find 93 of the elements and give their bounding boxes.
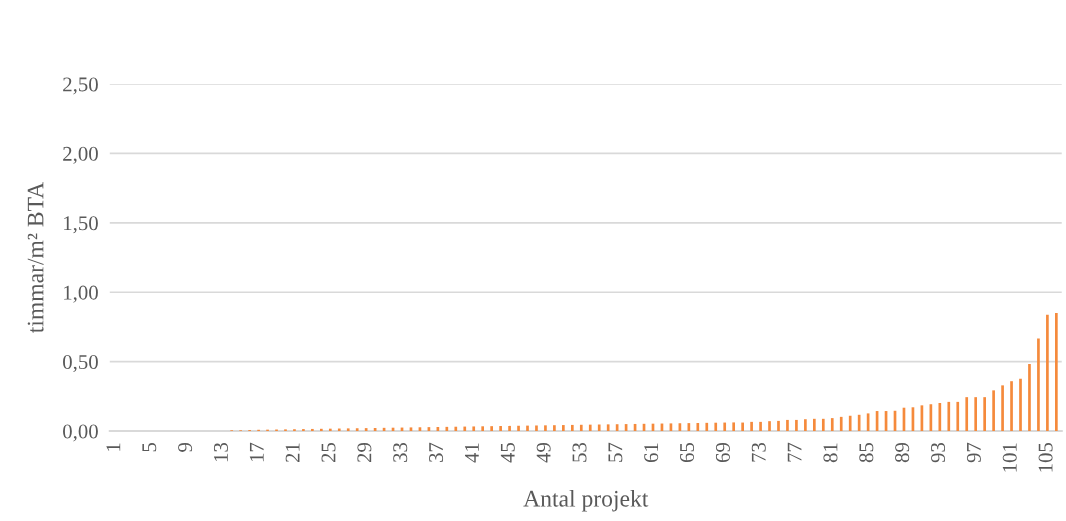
x-tick-label: 97 [966,442,981,463]
x-tick-label: 17 [249,442,264,462]
x-tick-label: 53 [572,442,587,462]
x-tick-label: 77 [787,442,802,462]
bar [1046,314,1049,432]
x-tick-label: 25 [321,442,336,463]
bar [472,426,476,432]
bar [553,425,556,432]
x-tick-label: 29 [357,442,372,463]
y-tick-label: 0,50 [63,355,98,373]
bar [705,422,709,432]
bar [1028,363,1031,432]
bar [714,422,718,432]
bar [481,426,485,432]
bar [786,419,789,432]
x-tick-label: 69 [715,442,730,463]
bar [696,422,700,432]
bar [857,414,861,432]
bar [562,425,565,432]
bar [759,421,762,432]
bar [795,419,798,432]
bar [777,420,780,432]
x-tick-label: 9 [178,442,193,452]
x-tick-label: 101 [1002,443,1017,472]
bar [741,422,744,432]
x-tick-label: 21 [285,443,300,463]
bar [346,428,350,432]
y-axis-title: timmar/m² BTA [27,181,44,334]
bar [804,419,807,432]
bar [544,425,547,432]
bar [490,426,493,432]
bar [454,426,458,432]
bar [311,428,314,432]
x-tick-label: 65 [680,442,695,463]
x-tick-label: 61 [644,443,659,463]
bar [526,425,529,432]
bar [606,424,610,432]
x-tick-label: 93 [931,442,946,463]
bar [965,397,969,432]
x-tick-label: 89 [895,442,910,463]
bar [830,418,834,432]
x-tick-label: 57 [608,442,623,462]
bar [588,424,592,432]
x-tick-label: 5 [142,442,157,452]
bar [947,401,951,432]
bar [355,428,359,432]
y-tick-label: 2,50 [63,77,98,95]
x-tick-label: 33 [393,442,408,462]
bar [517,425,520,432]
y-tick-label: 1,00 [64,285,98,303]
bar [1001,385,1004,432]
x-tick-label: 41 [464,443,479,463]
bar [364,428,368,432]
x-tick-label: 1 [106,443,121,451]
bar [579,424,583,432]
bar [1010,381,1013,432]
x-tick-label: 49 [536,442,551,463]
x-tick-label: 73 [751,442,766,462]
bar [848,415,852,432]
x-tick-label: 81 [823,443,838,463]
bar [956,401,960,432]
bar [768,421,771,432]
bar [974,397,978,432]
bar [821,418,825,432]
x-tick-label: 13 [213,442,228,462]
bar [1019,378,1022,432]
bar [813,418,816,432]
y-tick-label: 0,00 [63,424,98,442]
bar [535,425,538,432]
bar [983,397,986,432]
bar [938,402,942,432]
bar [320,428,323,432]
x-tick-label: 45 [500,442,515,463]
y-tick-label: 1,50 [64,216,98,234]
bar [499,426,502,432]
bar [570,424,574,432]
bar [839,416,843,432]
x-axis-title: Antal projekt [523,490,649,512]
bar [750,421,753,432]
y-tick-label: 2,00 [63,146,98,164]
x-tick-label: 105 [1038,442,1053,472]
x-tick-label: 85 [859,442,874,463]
bar [723,422,727,432]
bar [1037,338,1040,432]
bar [732,422,736,432]
bar [445,426,449,432]
bar [597,424,601,432]
x-tick-label: 37 [429,442,444,462]
bar [992,390,995,432]
bar [328,428,332,432]
bar [508,425,511,432]
bar [463,426,467,432]
bar [1055,312,1058,432]
